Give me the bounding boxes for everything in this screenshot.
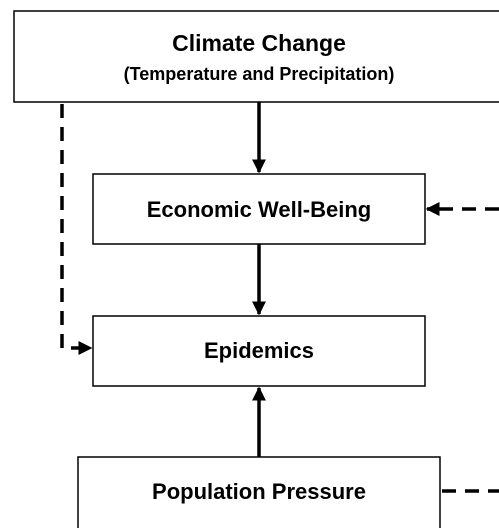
climate-sublabel: (Temperature and Precipitation): [124, 64, 395, 84]
climate-label: Climate Change: [172, 30, 346, 56]
economic-box: [92, 173, 426, 245]
economic-label: Economic Well-Being: [147, 197, 372, 222]
climate-box: [13, 10, 499, 103]
population-label: Population Pressure: [152, 479, 366, 504]
epidemics-box: [92, 315, 426, 387]
dashed-arrow: [60, 104, 93, 355]
epidemics-label: Epidemics: [204, 338, 314, 363]
